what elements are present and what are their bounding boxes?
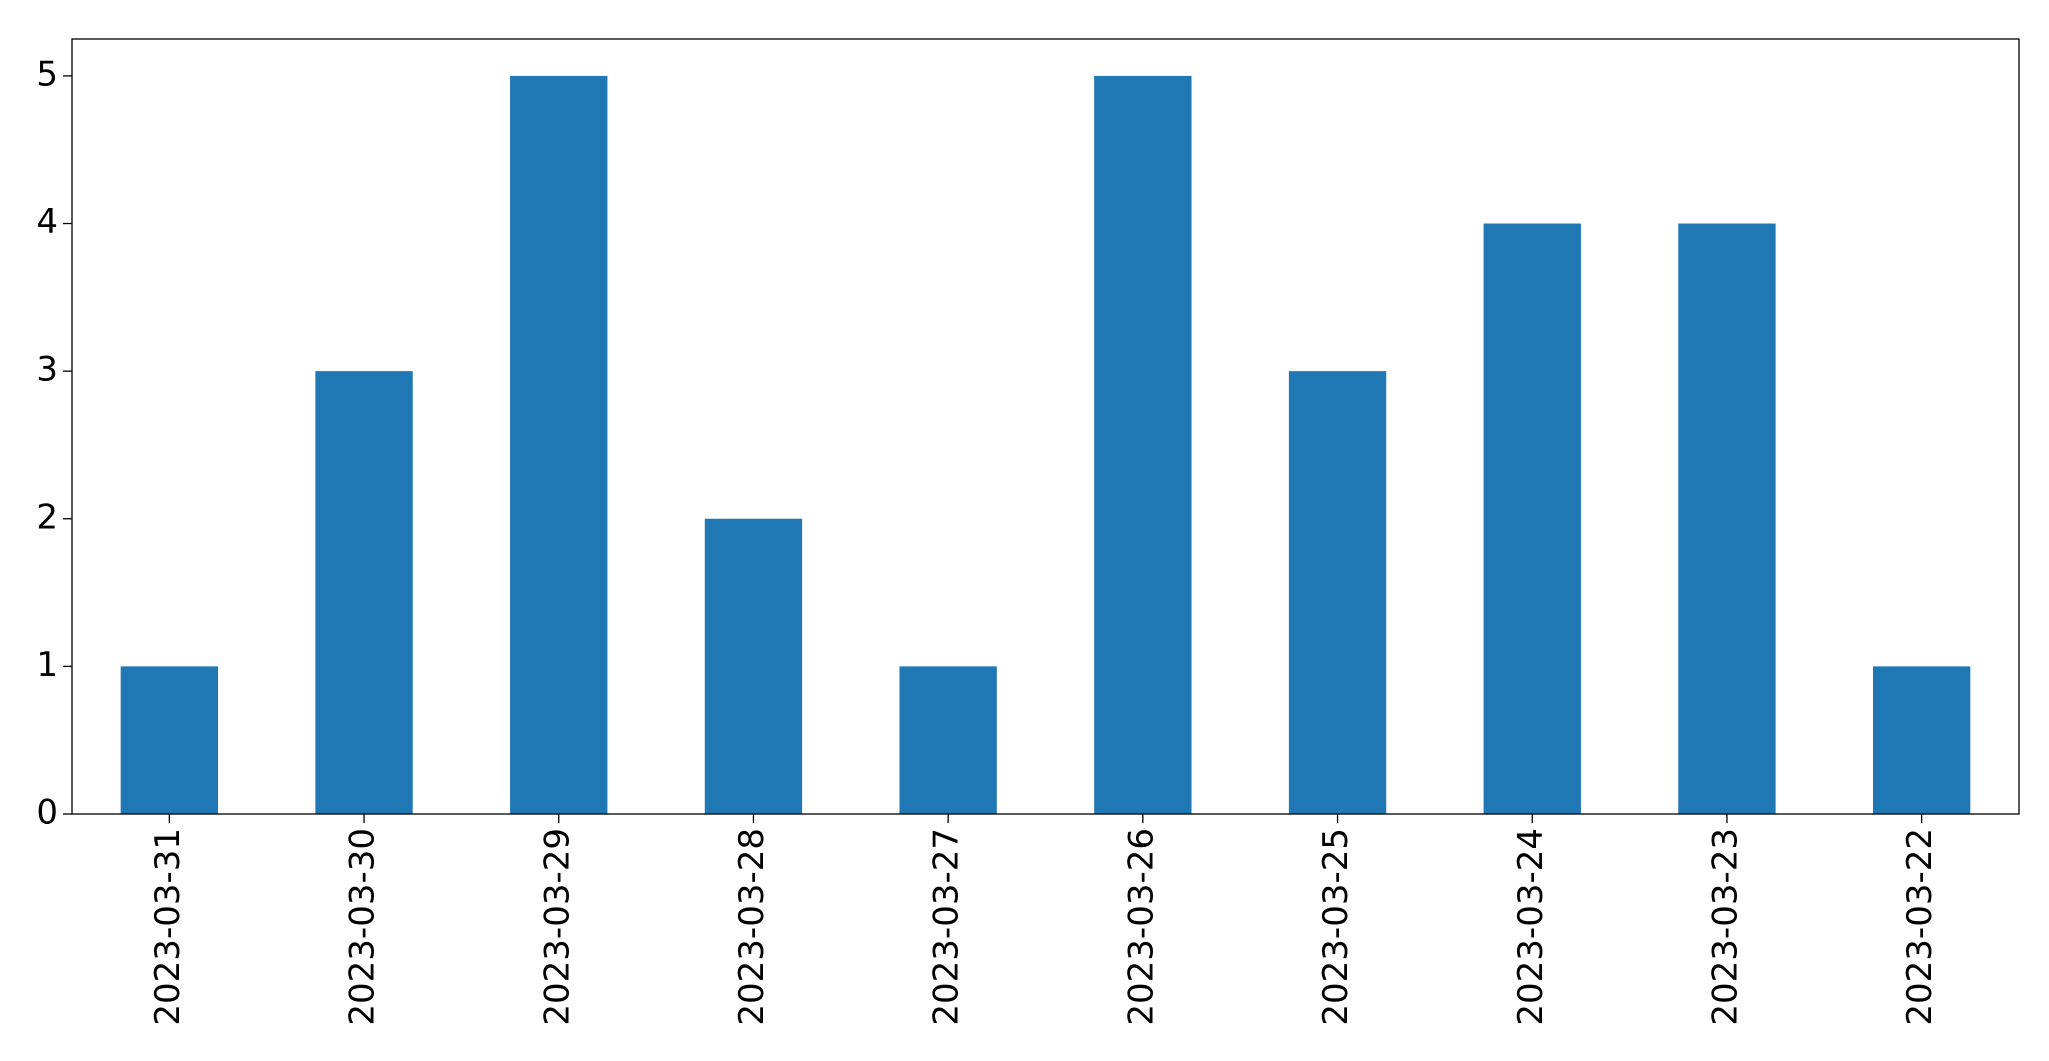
bar bbox=[1678, 223, 1776, 814]
x-tick-label: 2023-03-26 bbox=[1121, 828, 1161, 1026]
bar bbox=[1288, 371, 1387, 814]
x-tick-label: 2023-03-28 bbox=[732, 828, 772, 1026]
x-tick-label: 2023-03-29 bbox=[537, 828, 577, 1026]
bar bbox=[899, 666, 997, 814]
x-tick-label: 2023-03-22 bbox=[1900, 828, 1940, 1026]
x-tick-label: 2023-03-25 bbox=[1316, 828, 1356, 1026]
plot-frame bbox=[71, 38, 2020, 815]
bar bbox=[1483, 223, 1581, 814]
x-tick-label: 2023-03-30 bbox=[343, 828, 383, 1026]
bar bbox=[120, 666, 219, 814]
bar bbox=[704, 518, 803, 814]
bar bbox=[1094, 75, 1192, 814]
x-tick-label: 2023-03-31 bbox=[148, 828, 188, 1026]
x-tick-label: 2023-03-27 bbox=[927, 828, 967, 1026]
x-tick-label: 2023-03-23 bbox=[1705, 828, 1745, 1026]
bar bbox=[510, 75, 608, 814]
x-tick-label: 2023-03-24 bbox=[1511, 828, 1551, 1026]
y-tick-label: 0 bbox=[36, 793, 58, 833]
y-tick-label: 4 bbox=[36, 202, 58, 242]
y-tick-label: 1 bbox=[36, 645, 58, 685]
y-tick-label: 3 bbox=[36, 350, 58, 390]
y-tick-label: 2 bbox=[36, 497, 58, 537]
y-tick-label: 5 bbox=[36, 54, 58, 94]
bar bbox=[1872, 666, 1971, 814]
bar bbox=[315, 371, 413, 814]
